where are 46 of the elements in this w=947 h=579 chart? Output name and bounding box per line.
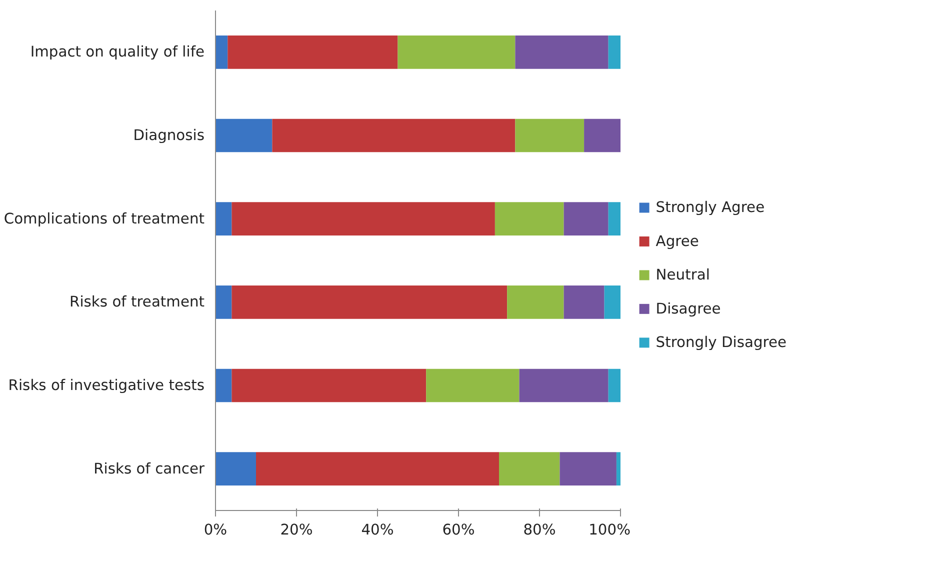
- bar: [515, 118, 584, 152]
- bar: [398, 36, 516, 69]
- x-tick-label: 60%: [442, 522, 475, 538]
- y-tick-label: Risks of treatment: [70, 294, 205, 311]
- bar: [608, 36, 620, 69]
- bar: [228, 36, 398, 69]
- bar: [515, 36, 608, 69]
- bar: [519, 368, 608, 402]
- x-tick-label: 80%: [523, 522, 556, 538]
- bar: [584, 118, 620, 152]
- y-tick-label: Risks of cancer: [94, 460, 206, 478]
- bar: [256, 452, 499, 486]
- bar: [494, 202, 564, 236]
- bar: [426, 368, 520, 402]
- legend-label: Agree: [656, 232, 699, 250]
- bar: [564, 286, 604, 319]
- bar: [499, 452, 560, 486]
- bar: [216, 368, 232, 402]
- y-tick-label: Complications of treatment: [4, 210, 205, 228]
- bar: [616, 452, 620, 486]
- bar: [232, 368, 426, 402]
- bar: [608, 202, 620, 236]
- bar: [216, 452, 256, 486]
- bar: [216, 202, 232, 236]
- y-tick-label: Diagnosis: [133, 127, 205, 144]
- legend-label: Neutral: [656, 266, 710, 284]
- x-tick-label: 40%: [361, 522, 394, 538]
- x-tick-label: 0%: [204, 522, 228, 538]
- bar: [564, 202, 608, 236]
- y-tick-label: Risks of investigative tests: [8, 377, 205, 394]
- bar: [232, 202, 495, 236]
- legend-label: Strongly Disagree: [656, 334, 787, 352]
- bar: [604, 286, 620, 319]
- y-tick-label: Impact on quality of life: [30, 44, 205, 61]
- bar: [232, 286, 508, 319]
- bar: [608, 368, 620, 402]
- bar: [216, 286, 232, 319]
- bar: [272, 118, 516, 152]
- bar: [507, 286, 564, 319]
- legend-label: Disagree: [656, 300, 721, 318]
- x-tick-label: 20%: [280, 522, 313, 538]
- bar: [216, 36, 228, 69]
- bar: [216, 118, 272, 152]
- bar: [560, 452, 616, 486]
- legend-label: Strongly Agree: [656, 199, 765, 216]
- x-tick-label: 100%: [588, 522, 631, 538]
